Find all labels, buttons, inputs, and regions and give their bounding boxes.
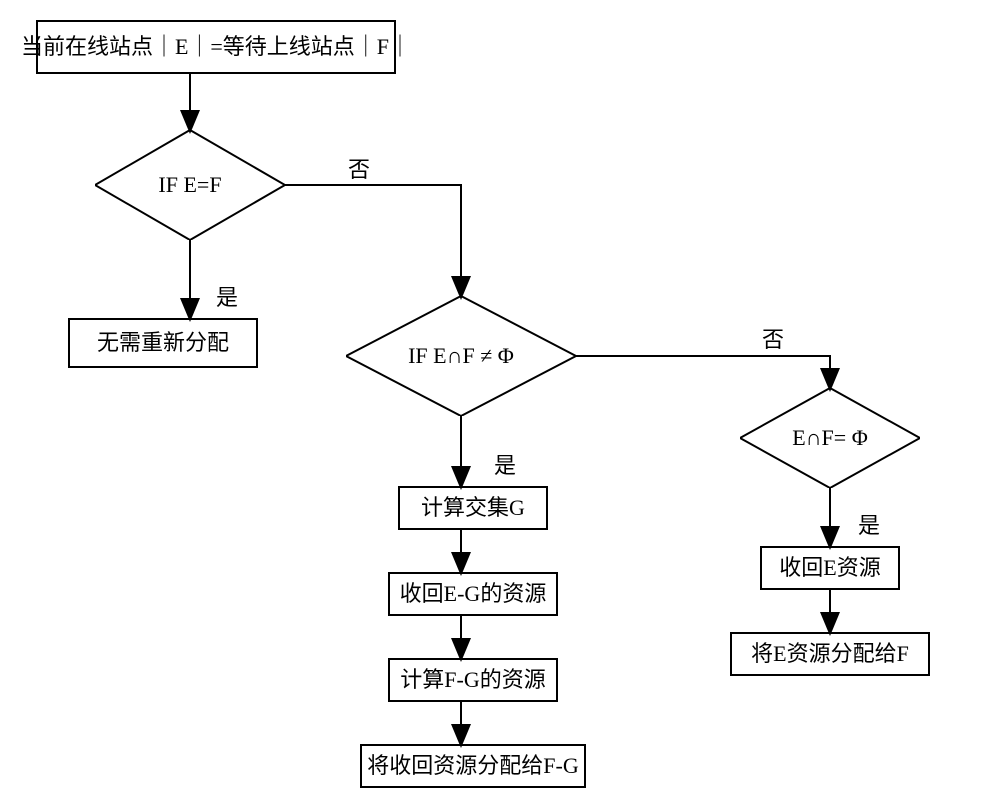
edge-label-d1-yes: 是 <box>216 280 238 312</box>
node-calc-g-label: 计算交集G <box>421 495 525 521</box>
decision-intersect-nonempty: IF E∩F ≠ Φ <box>346 296 576 416</box>
node-rec-e: 收回E资源 <box>760 546 900 590</box>
decision-e-eq-f: IF E=F <box>95 130 285 240</box>
node-calc-fg: 计算F-G的资源 <box>388 658 558 702</box>
decision-intersect-empty-label: E∩F= Φ <box>792 425 868 451</box>
node-calc-fg-label: 计算F-G的资源 <box>400 667 545 693</box>
node-no-need: 无需重新分配 <box>68 318 258 368</box>
edge-label-d2-yes: 是 <box>494 448 516 480</box>
edge-label-d2-no: 否 <box>762 322 784 354</box>
node-rec-eg: 收回E-G的资源 <box>388 572 558 616</box>
node-assign-fg: 将收回资源分配给F-G <box>360 744 586 788</box>
edge-label-d1-no: 否 <box>348 152 370 184</box>
node-assign-f: 将E资源分配给F <box>730 632 930 676</box>
flowchart-canvas: 当前在线站点｜E｜=等待上线站点｜F｜ 无需重新分配 计算交集G 收回E-G的资… <box>0 0 1000 808</box>
node-top: 当前在线站点｜E｜=等待上线站点｜F｜ <box>36 20 396 74</box>
decision-intersect-nonempty-label: IF E∩F ≠ Φ <box>408 343 514 369</box>
node-top-label: 当前在线站点｜E｜=等待上线站点｜F｜ <box>21 34 411 60</box>
node-assign-fg-label: 将收回资源分配给F-G <box>367 753 578 779</box>
node-rec-eg-label: 收回E-G的资源 <box>400 581 547 607</box>
node-calc-g: 计算交集G <box>398 486 548 530</box>
node-no-need-label: 无需重新分配 <box>97 330 229 356</box>
edge-label-d3-yes: 是 <box>858 508 880 540</box>
node-assign-f-label: 将E资源分配给F <box>751 641 909 667</box>
node-rec-e-label: 收回E资源 <box>779 555 880 581</box>
decision-intersect-empty: E∩F= Φ <box>740 388 920 488</box>
decision-e-eq-f-label: IF E=F <box>158 172 221 198</box>
